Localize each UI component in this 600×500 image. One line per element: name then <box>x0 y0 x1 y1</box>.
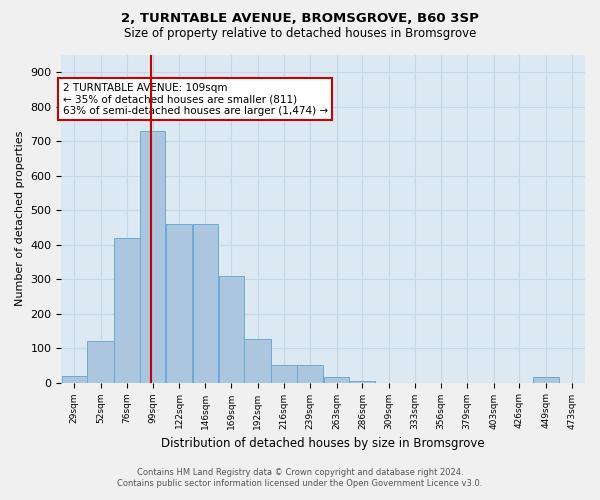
Text: 2, TURNTABLE AVENUE, BROMSGROVE, B60 3SP: 2, TURNTABLE AVENUE, BROMSGROVE, B60 3SP <box>121 12 479 26</box>
Text: 2 TURNTABLE AVENUE: 109sqm
← 35% of detached houses are smaller (811)
63% of sem: 2 TURNTABLE AVENUE: 109sqm ← 35% of deta… <box>62 82 328 116</box>
Bar <box>324 378 349 382</box>
Bar <box>115 238 140 382</box>
Bar <box>193 224 218 382</box>
Bar <box>62 376 87 382</box>
Bar <box>218 276 244 382</box>
Bar <box>271 366 296 382</box>
Bar <box>533 378 559 382</box>
Bar <box>244 340 271 382</box>
Bar <box>88 341 114 382</box>
Text: Size of property relative to detached houses in Bromsgrove: Size of property relative to detached ho… <box>124 28 476 40</box>
X-axis label: Distribution of detached houses by size in Bromsgrove: Distribution of detached houses by size … <box>161 437 485 450</box>
Bar <box>140 131 166 382</box>
Bar <box>297 366 323 382</box>
Text: Contains HM Land Registry data © Crown copyright and database right 2024.
Contai: Contains HM Land Registry data © Crown c… <box>118 468 482 487</box>
Bar <box>350 381 375 382</box>
Y-axis label: Number of detached properties: Number of detached properties <box>15 131 25 306</box>
Bar <box>166 224 193 382</box>
